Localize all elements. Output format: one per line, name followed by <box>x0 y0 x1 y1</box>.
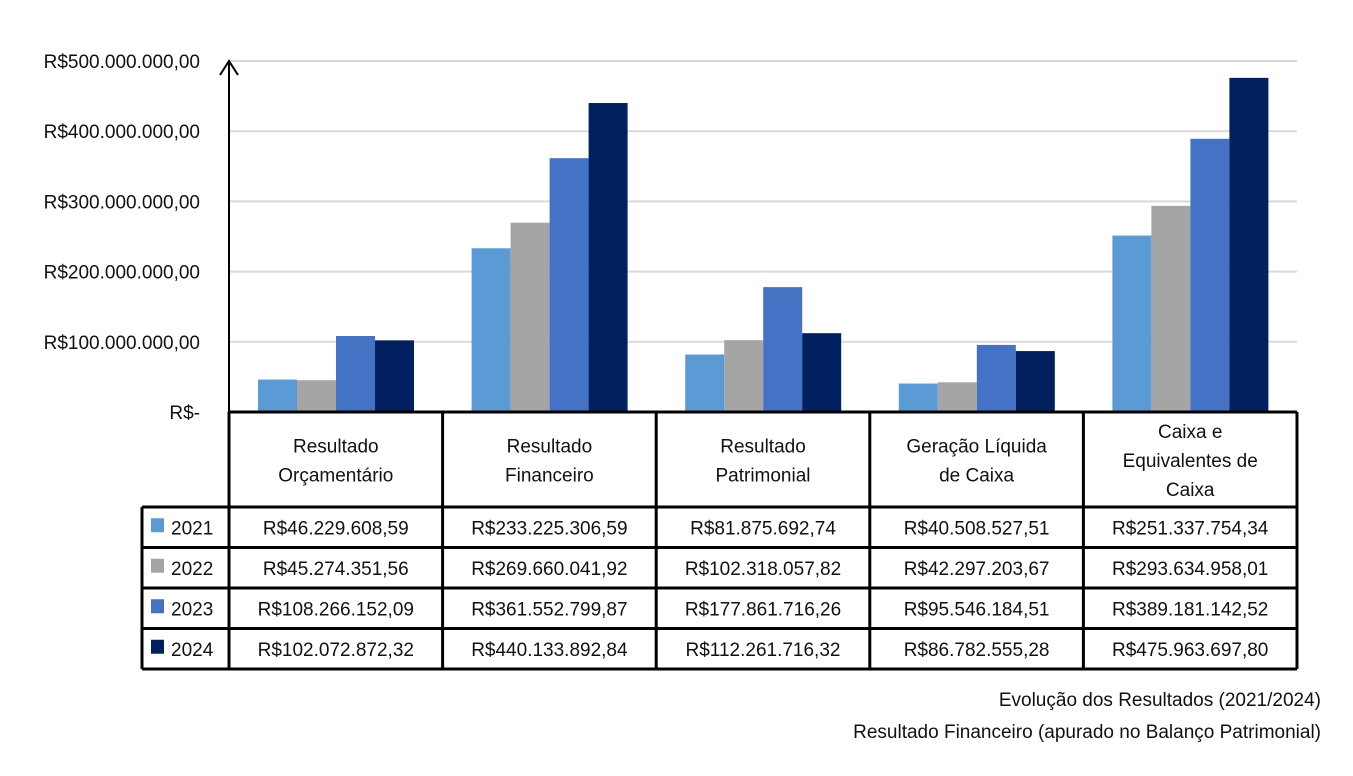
data-table-value: R$102.318.057,82 <box>685 559 841 580</box>
legend-key-2023 <box>151 599 164 614</box>
data-table-value: R$95.546.184,51 <box>904 599 1050 620</box>
category-label: Orçamentário <box>278 466 393 487</box>
data-table-value: R$42.297.203,67 <box>904 559 1050 580</box>
data-table-value: R$112.261.716,32 <box>686 640 841 661</box>
legend-label: 2022 <box>171 559 213 580</box>
category-label: Geração Líquida <box>906 437 1047 458</box>
category-label: Equivalentes de <box>1123 451 1258 472</box>
data-table-value: R$251.337.754,34 <box>1112 518 1269 539</box>
chart-subtitle: Resultado Financeiro (apurado no Balanço… <box>853 722 1321 743</box>
data-table-value: R$269.660.041,92 <box>471 559 627 580</box>
bar-2022 <box>297 380 336 412</box>
y-tick-label: R$200.000.000,00 <box>44 263 200 284</box>
category-label: de Caixa <box>939 466 1014 487</box>
bar-2023 <box>336 335 375 412</box>
data-table-value: R$40.508.527,51 <box>904 518 1050 539</box>
category-label: Financeiro <box>505 466 594 487</box>
data-table-value: R$361.552.799,87 <box>471 599 627 620</box>
bar-2023 <box>549 158 589 412</box>
data-table-value: R$86.782.555,28 <box>904 640 1050 661</box>
data-table-value: R$389.181.142,52 <box>1112 599 1268 620</box>
bar-2023 <box>1190 138 1230 412</box>
bar-2021 <box>258 379 297 412</box>
bar-2022 <box>510 222 550 412</box>
category-label: Resultado <box>507 437 593 458</box>
category-label: Caixa <box>1166 480 1215 501</box>
y-tick-label: R$400.000.000,00 <box>44 122 200 143</box>
category-label: Resultado <box>720 437 806 458</box>
category-label: Patrimonial <box>715 466 810 487</box>
legend-key-2021 <box>151 518 164 533</box>
data-table-value: R$45.274.351,56 <box>263 559 409 580</box>
bar-2024 <box>1229 77 1269 413</box>
bar-2024 <box>1015 351 1055 412</box>
data-table-value: R$46.229.608,59 <box>263 518 409 539</box>
data-table-value: R$177.861.716,26 <box>685 599 841 620</box>
bar-2021 <box>1112 235 1152 412</box>
legend-key-2024 <box>151 639 164 654</box>
bar-2021 <box>898 383 938 412</box>
y-tick-label: R$100.000.000,00 <box>44 333 200 354</box>
bar-2021 <box>471 248 511 412</box>
bar-2022 <box>1151 205 1191 412</box>
bar-2022 <box>937 382 977 412</box>
bar-2024 <box>375 340 414 412</box>
legend-label: 2021 <box>171 518 213 539</box>
bar-2024 <box>802 333 842 412</box>
bar-2024 <box>588 103 628 413</box>
data-table-value: R$108.266.152,09 <box>258 599 414 620</box>
y-tick-label: R$300.000.000,00 <box>44 192 200 213</box>
data-table-value: R$102.072.872,32 <box>258 640 414 661</box>
legend-key-2022 <box>151 558 164 573</box>
chart-title: Evolução dos Resultados (2021/2024) <box>998 690 1321 711</box>
legend-label: 2023 <box>171 599 213 620</box>
category-label: Resultado <box>293 437 379 458</box>
legend-label: 2024 <box>171 640 214 661</box>
bar-2021 <box>685 354 725 412</box>
data-table-value: R$81.875.692,74 <box>690 518 836 539</box>
data-table-value: R$293.634.958,01 <box>1112 559 1268 580</box>
y-tick-label: R$500.000.000,00 <box>44 52 200 73</box>
data-table-value: R$233.225.306,59 <box>471 518 627 539</box>
data-table-value: R$475.963.697,80 <box>1112 640 1268 661</box>
category-label: Caixa e <box>1158 422 1222 443</box>
bar-2023 <box>763 287 803 412</box>
data-table-value: R$440.133.892,84 <box>471 640 628 661</box>
bar-2023 <box>976 344 1016 412</box>
bar-2022 <box>724 340 764 412</box>
y-axis-arrow-icon <box>219 59 239 76</box>
y-tick-label: R$- <box>169 403 200 424</box>
